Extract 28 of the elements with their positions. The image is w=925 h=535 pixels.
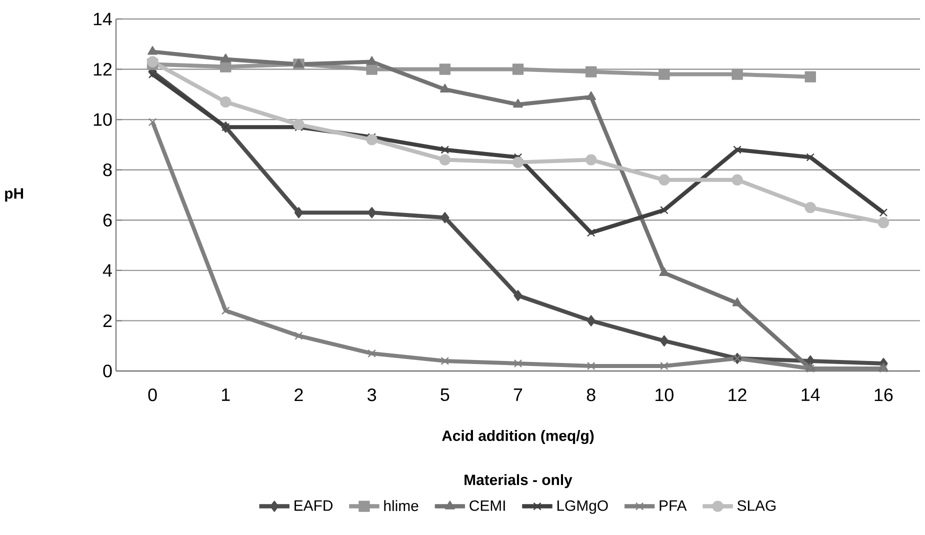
- y-axis-title: pH: [5, 188, 24, 202]
- x-tick-label: 1: [222, 388, 230, 401]
- text: Materials - only: [464, 474, 572, 488]
- x-tick-label: 7: [514, 388, 522, 401]
- x-tick-label: 16: [874, 388, 893, 402]
- legend-label: SLAG: [737, 500, 776, 511]
- x-tick-label: 0: [148, 388, 157, 402]
- y-tick-label: 8: [103, 163, 112, 176]
- x-axis-title: Acid addition (meq/g): [442, 430, 594, 444]
- x-tick-label: 12: [728, 388, 746, 402]
- x-tick-label: 14: [802, 388, 820, 401]
- y-tick-label: 2: [103, 314, 112, 327]
- x-tick-label: 5: [440, 388, 450, 402]
- x-tick-label: 10: [656, 388, 674, 402]
- legend-label: CEMI: [470, 500, 505, 511]
- y-tick-label: 14: [94, 12, 112, 26]
- legend-label: hlime: [384, 500, 418, 512]
- y-tick-label: 4: [102, 264, 112, 277]
- x-tick-label: 8: [586, 388, 596, 402]
- legend-label: LGMgO: [557, 500, 608, 514]
- y-tick-label: 6: [103, 214, 112, 226]
- x-tick-label: 2: [294, 388, 303, 402]
- legend-label: PFA: [660, 500, 687, 511]
- y-tick-label: 0: [103, 364, 112, 378]
- x-tick-label: 3: [368, 388, 376, 402]
- legend-label: EAFD: [294, 500, 333, 511]
- y-tick-label: 10: [94, 113, 112, 126]
- y-tick-label: 12: [94, 63, 112, 76]
